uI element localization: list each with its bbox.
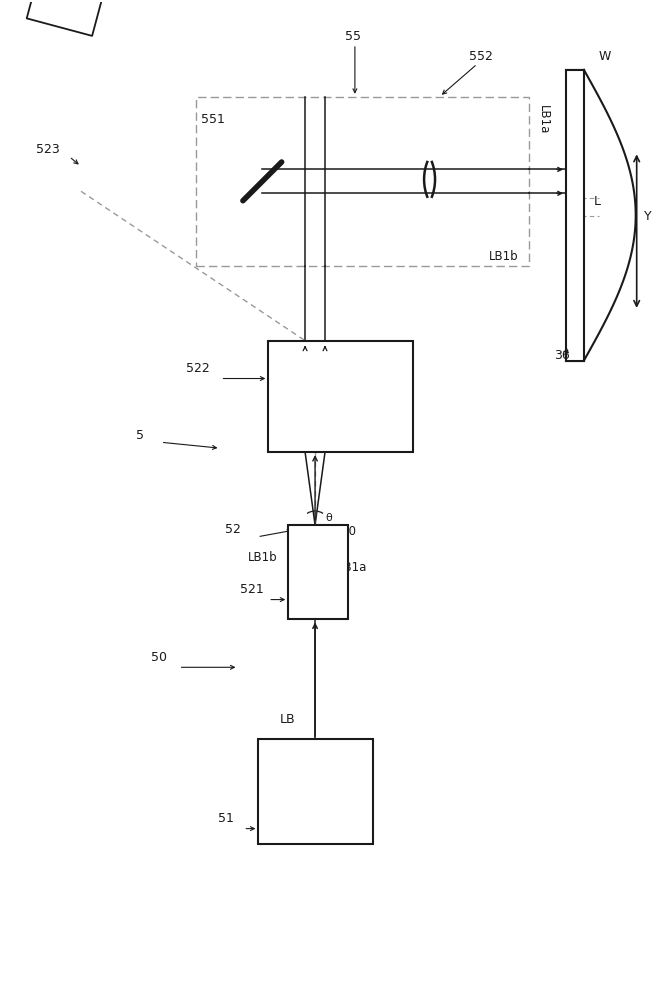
Text: LB0: LB0 [335, 525, 357, 538]
Bar [566, 70, 584, 361]
Text: 552: 552 [469, 50, 493, 63]
Text: W: W [599, 50, 611, 63]
Text: 523: 523 [36, 143, 60, 156]
Text: 36: 36 [554, 349, 570, 362]
Bar [258, 739, 373, 844]
Bar [268, 341, 413, 452]
Text: LB1a: LB1a [537, 105, 550, 134]
Text: LB1b: LB1b [248, 551, 278, 564]
Text: 521: 521 [240, 583, 264, 596]
Text: 51: 51 [219, 812, 235, 825]
Text: 522: 522 [186, 362, 210, 375]
Text: L: L [594, 195, 601, 208]
Bar [196, 97, 529, 266]
Text: 551: 551 [200, 113, 225, 126]
Text: 5: 5 [136, 429, 144, 442]
Text: LB1b: LB1b [489, 250, 519, 263]
Bar [288, 525, 348, 619]
Text: LB: LB [280, 713, 296, 726]
Text: 55: 55 [345, 30, 361, 43]
Text: 50: 50 [150, 651, 167, 664]
Text: LB1a: LB1a [338, 561, 367, 574]
Text: Y: Y [644, 210, 651, 223]
Text: 52: 52 [225, 523, 241, 536]
Text: θ: θ [325, 513, 332, 523]
